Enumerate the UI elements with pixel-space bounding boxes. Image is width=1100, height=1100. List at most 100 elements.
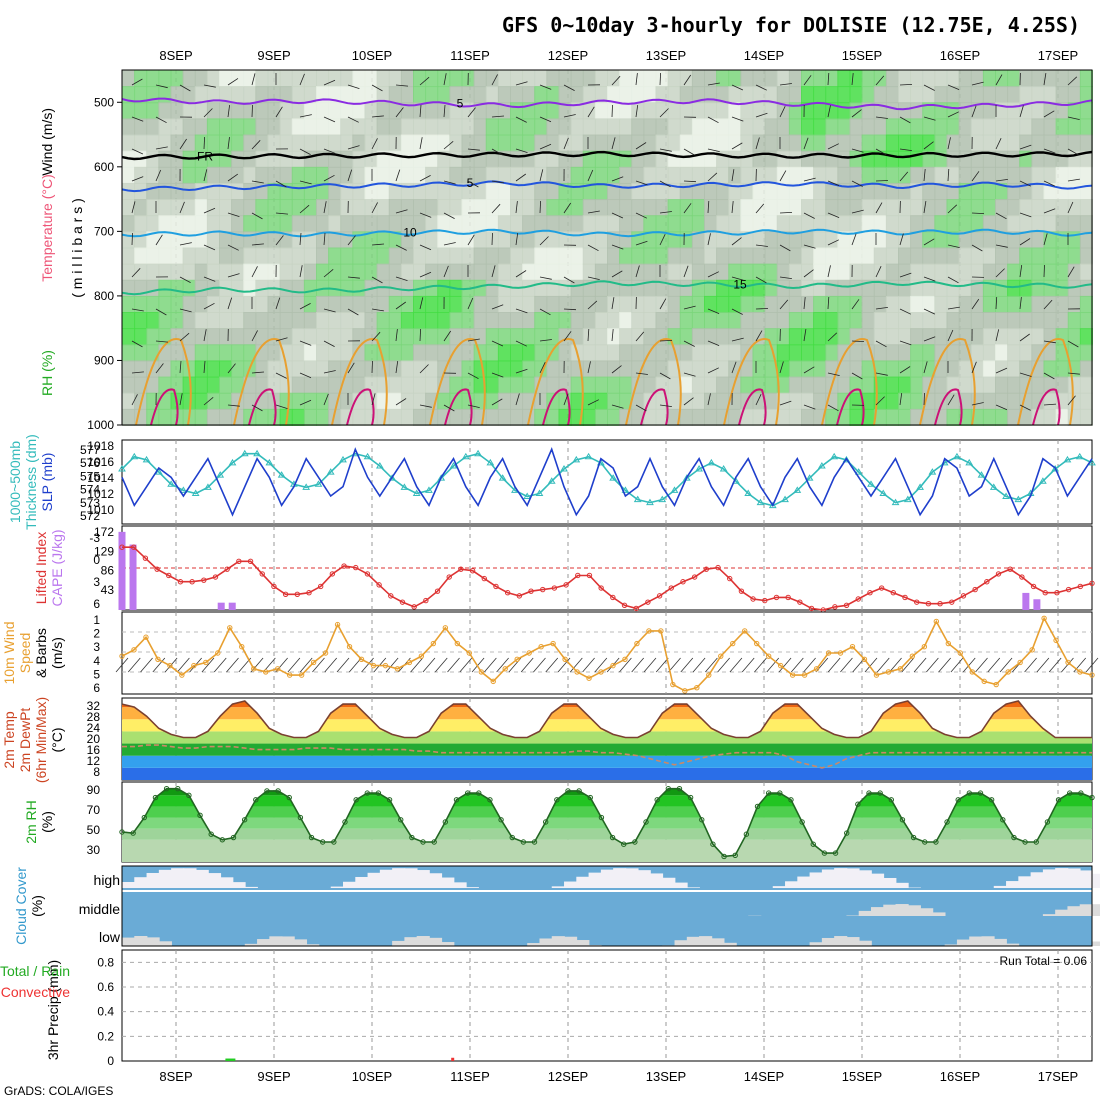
wind-labels-line: & Barbs	[33, 628, 49, 678]
rh-cell	[619, 376, 633, 394]
rh-cell	[170, 134, 184, 152]
rh-cell	[910, 118, 924, 136]
rh-cell	[570, 70, 584, 88]
rh-cell	[437, 408, 451, 426]
wind-barb	[467, 107, 476, 118]
pressure-tick: 1000	[87, 418, 114, 432]
lifted-index-point	[1007, 566, 1013, 572]
thickness-point	[216, 471, 225, 478]
wind-barb	[275, 212, 289, 215]
rh-cell	[449, 360, 463, 378]
rh-cell	[655, 247, 669, 265]
wind-barb	[443, 330, 452, 342]
wind-barb	[683, 265, 689, 278]
rh-cell	[413, 70, 427, 88]
rh-cell	[485, 150, 499, 168]
temp-labels-line: (6hr Min/Max)	[33, 697, 49, 783]
surface-barb	[889, 657, 902, 673]
middle-cloud-block	[883, 904, 897, 916]
rh-cell	[667, 247, 681, 265]
rh-cell	[582, 344, 596, 362]
rh-cell	[946, 199, 960, 217]
surface-barb	[729, 657, 743, 673]
rh-cell	[716, 344, 730, 362]
rh-cell	[449, 86, 463, 104]
rh-cell	[158, 182, 172, 201]
cloud-labels-line: Cloud Cover	[13, 867, 29, 945]
rh-cell	[376, 279, 390, 297]
rh-cell	[885, 102, 899, 120]
rh-point	[241, 817, 248, 823]
rh-cell	[1055, 134, 1069, 152]
rh-cell	[364, 344, 378, 362]
wind-barb	[683, 372, 696, 377]
wind-barb	[515, 308, 528, 314]
wind-barb	[659, 234, 666, 246]
thickness-point	[228, 458, 237, 466]
lifted-index-point	[902, 594, 908, 601]
rh-point	[788, 797, 794, 803]
rh-cell	[655, 166, 669, 184]
rh-cell	[1067, 392, 1081, 410]
rh-cell	[619, 134, 633, 152]
rh-cell	[1007, 247, 1021, 265]
rh-cell	[995, 312, 1009, 330]
wind-barb	[347, 116, 359, 123]
rh-cell	[655, 360, 669, 378]
wind-barb	[395, 209, 408, 214]
rh-cell	[764, 118, 778, 136]
rh-cell	[898, 408, 912, 426]
rh-cell	[170, 102, 184, 120]
rh-cell	[655, 182, 669, 201]
thickness-point	[547, 477, 556, 484]
wind-barb	[515, 270, 527, 278]
rh-cell	[825, 263, 839, 281]
rh-cell	[134, 118, 148, 136]
wind-barb	[155, 363, 164, 374]
thickness-point	[265, 458, 274, 466]
wind-barb	[827, 265, 831, 278]
rh-cell	[473, 279, 487, 297]
rh-cell	[982, 102, 996, 120]
rh-cell	[982, 134, 996, 152]
wind-barb	[995, 268, 1005, 278]
rh-cell	[1067, 118, 1081, 136]
rh-cell	[970, 86, 984, 104]
rh-cell	[194, 392, 208, 410]
thickness-point	[167, 480, 175, 487]
rh-cell	[194, 102, 208, 120]
rh-cell	[316, 102, 330, 120]
rh-cell	[182, 182, 196, 201]
high-cloud-block	[834, 868, 848, 888]
wind-barb	[467, 404, 480, 408]
rh-cell	[1019, 263, 1033, 281]
precip-tick: 0.6	[97, 980, 114, 994]
rh-cell	[158, 360, 172, 378]
rh-cell	[995, 70, 1009, 88]
surface-barb	[1073, 657, 1087, 673]
thickness-point	[179, 486, 188, 493]
thickness-point	[560, 465, 568, 472]
rh-cell	[1031, 279, 1045, 297]
wind-barb	[611, 137, 616, 150]
rh-cell	[291, 86, 305, 104]
rh-cell	[170, 118, 184, 136]
surface-barb	[962, 657, 976, 673]
rh-cell	[910, 295, 924, 314]
rh-cell	[910, 312, 924, 330]
rh-cell	[376, 312, 390, 330]
rh-cell	[861, 360, 875, 378]
rh-cell	[1067, 344, 1081, 362]
wind-barb	[515, 148, 528, 153]
rh-cell	[170, 199, 184, 217]
rh-point	[977, 790, 984, 796]
low-cloud-block	[723, 942, 737, 946]
rh-cell	[655, 263, 669, 281]
date-axis-top: 8SEP 9SEP 10SEP 11SEP 12SEP 13SEP 14SEP 15SEP 16…	[159, 48, 1078, 63]
ylabel-temperature: Temperature (°C)	[39, 174, 55, 282]
rh-cell	[570, 279, 584, 297]
rh-cell	[1019, 408, 1033, 426]
surface-barb	[655, 657, 669, 673]
rh-cell	[728, 312, 742, 330]
